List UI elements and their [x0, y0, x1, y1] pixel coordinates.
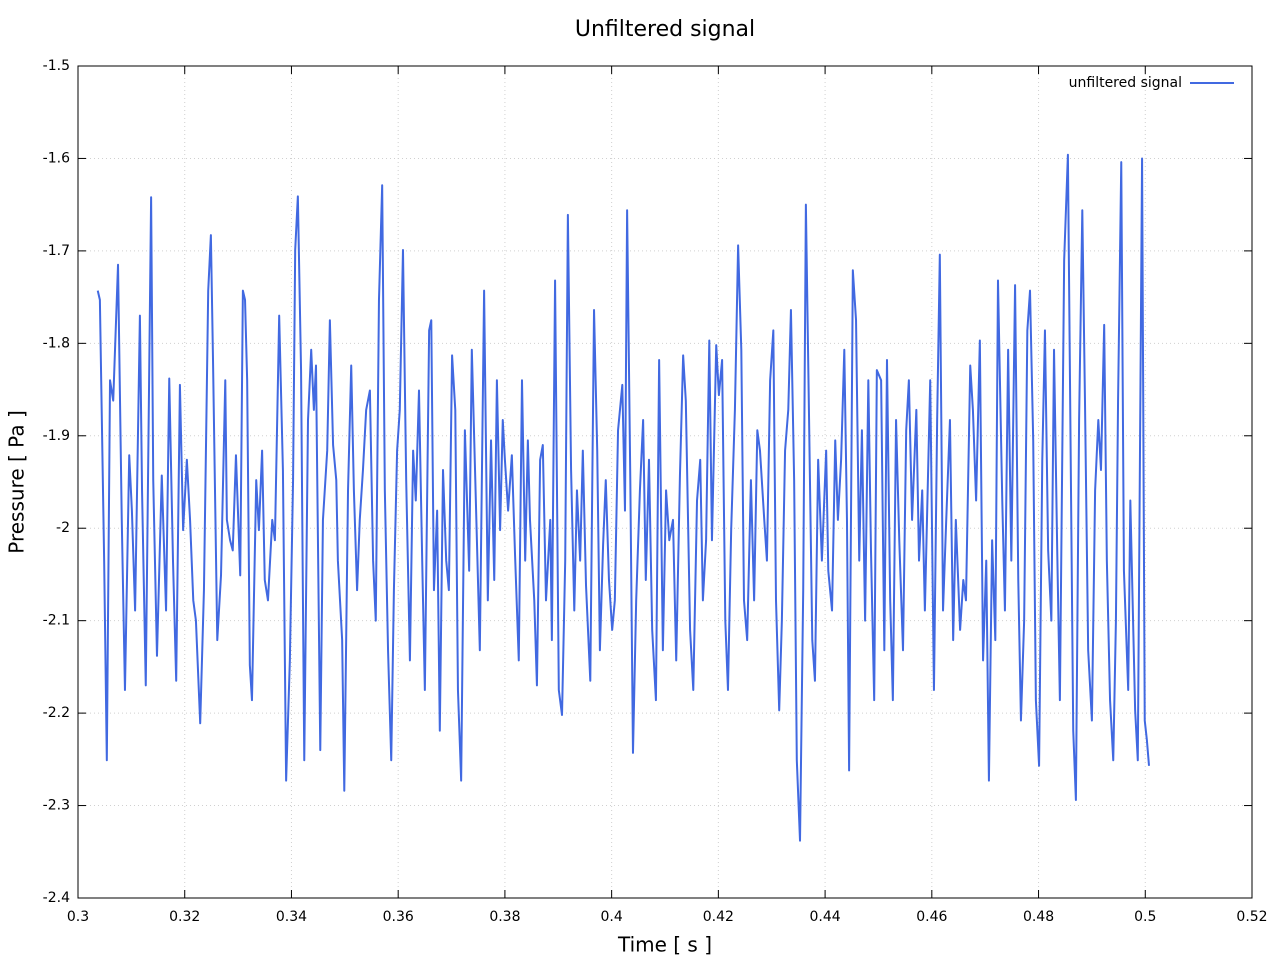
- y-tick-label: -1.7: [43, 243, 70, 259]
- y-tick-label: -1.6: [43, 150, 70, 166]
- data-line: [96, 153, 1151, 842]
- y-tick-label: -1.8: [43, 335, 70, 351]
- x-tick-label: 0.34: [276, 909, 307, 925]
- y-tick-label: -2: [56, 520, 70, 536]
- y-tick-label: -2.2: [43, 705, 70, 721]
- x-tick-label: 0.38: [489, 909, 520, 925]
- x-tick-label: 0.36: [383, 909, 414, 925]
- plot-frame: [77, 65, 1253, 899]
- x-tick-label: 0.48: [1023, 909, 1054, 925]
- chart-title: Unfiltered signal: [575, 17, 755, 42]
- y-tick-label: -2.1: [43, 613, 70, 629]
- x-tick-label: 0.52: [1236, 909, 1267, 925]
- y-tick-label: -2.3: [43, 798, 70, 814]
- legend-label: unfiltered signal: [1069, 75, 1182, 91]
- y-tick-label: -1.9: [43, 428, 70, 444]
- x-axis-label: Time [ s ]: [617, 933, 712, 957]
- x-tick-label: 0.32: [169, 909, 200, 925]
- x-tick-label: 0.46: [916, 909, 947, 925]
- x-tick-label: 0.5: [1134, 909, 1156, 925]
- y-tick-label: -2.4: [43, 890, 70, 906]
- x-tick-label: 0.44: [810, 909, 841, 925]
- y-tick-label: -1.5: [43, 58, 70, 74]
- x-tick-label: 0.3: [67, 909, 89, 925]
- y-axis-label: Pressure [ Pa ]: [5, 410, 29, 554]
- x-tick-label: 0.4: [601, 909, 623, 925]
- x-tick-label: 0.42: [703, 909, 734, 925]
